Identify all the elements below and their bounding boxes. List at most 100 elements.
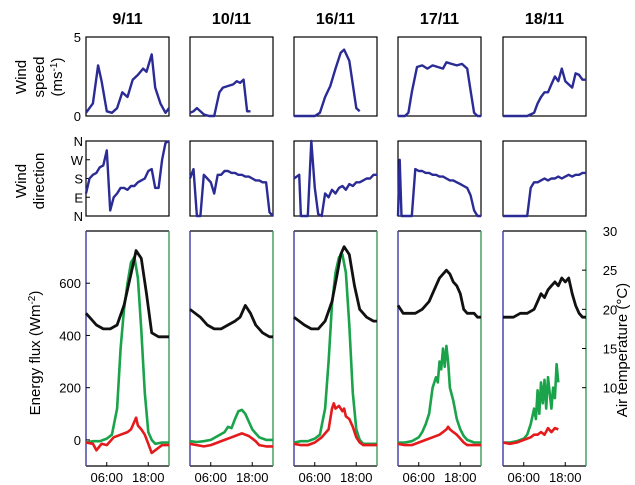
x-tick-label-1-1: 18:00 [236, 470, 269, 485]
air-temperature-label: Air temperature (°C) [614, 283, 631, 417]
wind-direction-ytick-label-2: S [74, 172, 83, 187]
energy-green-line-0 [85, 255, 169, 446]
wind-speed-label: Wind [13, 60, 30, 94]
row-labels: Wind speed (ms-1) Wind direction Energy … [13, 57, 631, 418]
air-temperature-line-4 [503, 276, 586, 319]
energy-flux-label-base: Energy flux (Wm [27, 305, 44, 416]
wind-speed-unit-end: ) [49, 58, 66, 63]
energy-panel-0: 0 200 400 600 06:00 18:00 [59, 230, 170, 485]
energy-flux-label-end: ) [27, 291, 44, 296]
energy-flux-label: Energy flux (Wm-2) [27, 291, 45, 416]
wind-speed-frame-0 [85, 36, 170, 117]
temperature-ytick-label-3: 25 [603, 263, 617, 278]
wind-direction-label: Wind [13, 164, 30, 198]
energy-ytick-label-2: 400 [59, 328, 81, 343]
wind-speed-line-1 [189, 78, 251, 118]
x-tick-label-2-1: 18:00 [340, 470, 373, 485]
wind-speed-ytick-label-0: 0 [74, 109, 81, 124]
wind-speed-line-4 [503, 67, 586, 118]
energy-panel-4: 10 15 20 25 30 06:00 18:00 [502, 224, 617, 485]
wind-speed-frame-4 [502, 36, 587, 117]
temperature-ytick-label-2: 20 [603, 302, 617, 317]
temperature-ytick-label-1: 15 [603, 342, 617, 357]
energy-ytick-label-3: 600 [59, 276, 81, 291]
date-label-0: 9/11 [112, 11, 142, 28]
temperature-ytick-label-0: 10 [603, 381, 617, 396]
wind-speed-frame-3 [397, 36, 482, 117]
energy-green-line-4 [503, 362, 560, 444]
x-tick-label-0-0: 06:00 [90, 470, 123, 485]
air-temperature-line-2 [293, 245, 377, 331]
wind-speed-panel-4 [502, 36, 587, 118]
air-temperature-line-3 [396, 268, 481, 319]
wind-speed-frame-2 [293, 36, 378, 117]
air-temperature-line-1 [189, 303, 273, 339]
date-label-4: 18/11 [525, 11, 564, 28]
x-tick-label-4-1: 18:00 [549, 470, 582, 485]
energy-ytick-label-1: 200 [59, 381, 81, 396]
temperature-ytick-label-4: 30 [603, 224, 617, 239]
date-labels: 9/11 10/11 16/11 17/11 18/11 [112, 11, 564, 28]
wind-direction-panel-3 [396, 140, 482, 218]
wind-speed-line-0 [85, 53, 170, 115]
wind-direction-ytick-label-3: W [71, 153, 84, 168]
wind-direction-panel-2 [293, 139, 378, 218]
x-tick-label-3-1: 18:00 [444, 470, 477, 485]
energy-green-line-1 [189, 408, 273, 444]
energy-red-line-2 [293, 401, 377, 447]
air-temperature-line-0 [84, 249, 169, 339]
wind-direction-line-0 [84, 139, 170, 212]
wind-speed-line-2 [294, 48, 361, 118]
wind-direction-panel-4 [502, 140, 587, 218]
x-tick-label-0-1: 18:00 [132, 470, 165, 485]
wind-speed-frame-1 [189, 36, 274, 117]
wind-speed-line-3 [398, 61, 481, 118]
wind-speed-unit: (ms-1) [49, 58, 67, 97]
energy-panel-1: 06:00 18:00 [189, 230, 274, 485]
energy-red-line-1 [189, 432, 273, 448]
energy-green-line-3 [398, 344, 481, 444]
date-label-3: 17/11 [420, 11, 459, 28]
wind-speed-panel-0: 05 [74, 30, 170, 124]
panel-column-1: 06:00 18:00 [188, 36, 274, 485]
wind-speed-label-line2: speed [31, 57, 48, 98]
wind-direction-line-1 [188, 167, 274, 218]
x-tick-label-3-0: 06:00 [402, 470, 435, 485]
energy-flux-label-sup: -2 [27, 295, 38, 304]
wind-speed-panel-3 [397, 36, 482, 118]
panel-column-4: 10 15 20 25 30 06:00 18:00 [502, 36, 617, 485]
wind-speed-ytick-label-1: 5 [74, 30, 81, 45]
wind-direction-frame-4 [502, 140, 587, 217]
energy-red-line-0 [85, 416, 169, 455]
wind-direction-ytick-label-4: N [74, 134, 83, 149]
panel-column-3: 06:00 18:00 [396, 36, 482, 485]
wind-direction-label-line2: direction [31, 153, 48, 210]
wind-direction-ytick-label-0: N [74, 209, 83, 224]
energy-ytick-label-0: 0 [74, 433, 81, 448]
panel-column-2: 06:00 18:00 [293, 36, 378, 485]
energy-red-line-3 [397, 425, 481, 447]
wind-direction-line-2 [293, 139, 377, 218]
x-tick-label-4-0: 06:00 [507, 470, 540, 485]
x-tick-label-1-0: 06:00 [194, 470, 227, 485]
wind-speed-unit-base: (ms [49, 71, 66, 96]
energy-panel-2: 06:00 18:00 [293, 230, 378, 485]
wind-speed-unit-sup: -1 [49, 62, 60, 71]
wind-direction-frame-0 [85, 140, 170, 217]
energy-red-line-4 [502, 426, 559, 446]
date-label-1: 10/11 [212, 11, 251, 28]
wind-direction-line-3 [396, 158, 481, 218]
wind-direction-line-4 [503, 171, 586, 218]
energy-panel-3: 06:00 18:00 [396, 230, 482, 485]
wind-speed-panel-2 [293, 36, 378, 118]
wind-direction-frame-3 [397, 140, 482, 217]
x-tick-label-2-0: 06:00 [298, 470, 331, 485]
wind-direction-ytick-label-1: E [74, 190, 83, 205]
wind-speed-panel-1 [189, 36, 274, 118]
date-label-2: 16/11 [316, 11, 355, 28]
wind-direction-panel-1 [188, 140, 274, 218]
